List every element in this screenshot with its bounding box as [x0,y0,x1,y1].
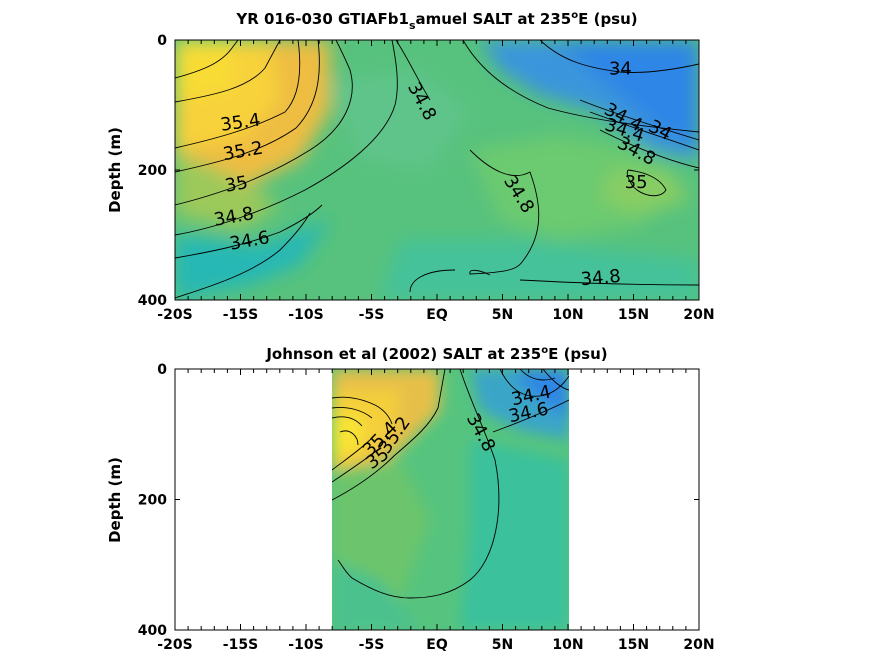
bottom-y-tick-labels: 0 200 400 [138,362,167,639]
y-tick-label: 400 [138,293,167,309]
x-tick-label: 15N [618,307,649,323]
contour-label: 35 [625,172,648,193]
x-tick-label: 5N [492,307,513,323]
y-tick-label: 400 [138,623,167,639]
bottom-x-tick-labels: -20S -15S -10S -5S EQ 5N 10N 15N 20N [157,637,714,653]
x-tick-label: -5S [359,637,385,653]
x-tick-label: -15S [223,307,258,323]
x-tick-label: 5N [492,637,513,653]
x-tick-label: -20S [157,637,192,653]
x-tick-label: -15S [223,637,258,653]
x-tick-label: 20N [683,307,714,323]
y-tick-label: 0 [157,362,167,378]
x-tick-label: -20S [157,307,192,323]
y-tick-label: 0 [157,33,167,49]
y-tick-label: 200 [138,163,167,179]
x-tick-label: -5S [359,307,385,323]
contour-label: 34.8 [580,266,622,290]
x-tick-label: -10S [288,307,323,323]
top-y-axis-label: Depth (m) [106,127,124,213]
x-tick-label: 20N [683,637,714,653]
x-tick-label: EQ [426,637,448,653]
top-chart: YR 016-030 GTIAFb1samuel SALT at 235oE (… [106,10,715,323]
top-y-tick-labels: 0 200 400 [138,33,167,309]
top-salinity-field [175,40,699,300]
bottom-y-axis-label: Depth (m) [106,457,124,543]
top-ticks [174,39,700,301]
x-tick-label: 10N [552,637,583,653]
bottom-chart-title: Johnson et al (2002) SALT at 235oE (psu) [265,345,607,363]
contour-label: 35 [223,172,249,197]
x-tick-label: -10S [288,637,323,653]
x-tick-label: EQ [426,307,448,323]
top-chart-title: YR 016-030 GTIAFb1samuel SALT at 235oE (… [235,10,637,32]
bottom-contours [332,369,569,599]
bottom-ticks [174,368,700,631]
y-tick-label: 200 [138,493,167,509]
top-x-tick-labels: -20S -15S -10S -5S EQ 5N 10N 15N 20N [157,307,714,323]
x-tick-label: 15N [618,637,649,653]
contour-label: 34 [609,58,632,79]
bottom-salinity-field [332,369,569,630]
bottom-chart: Johnson et al (2002) SALT at 235oE (psu) [106,345,715,653]
top-contours [175,40,699,299]
x-tick-label: 10N [552,307,583,323]
